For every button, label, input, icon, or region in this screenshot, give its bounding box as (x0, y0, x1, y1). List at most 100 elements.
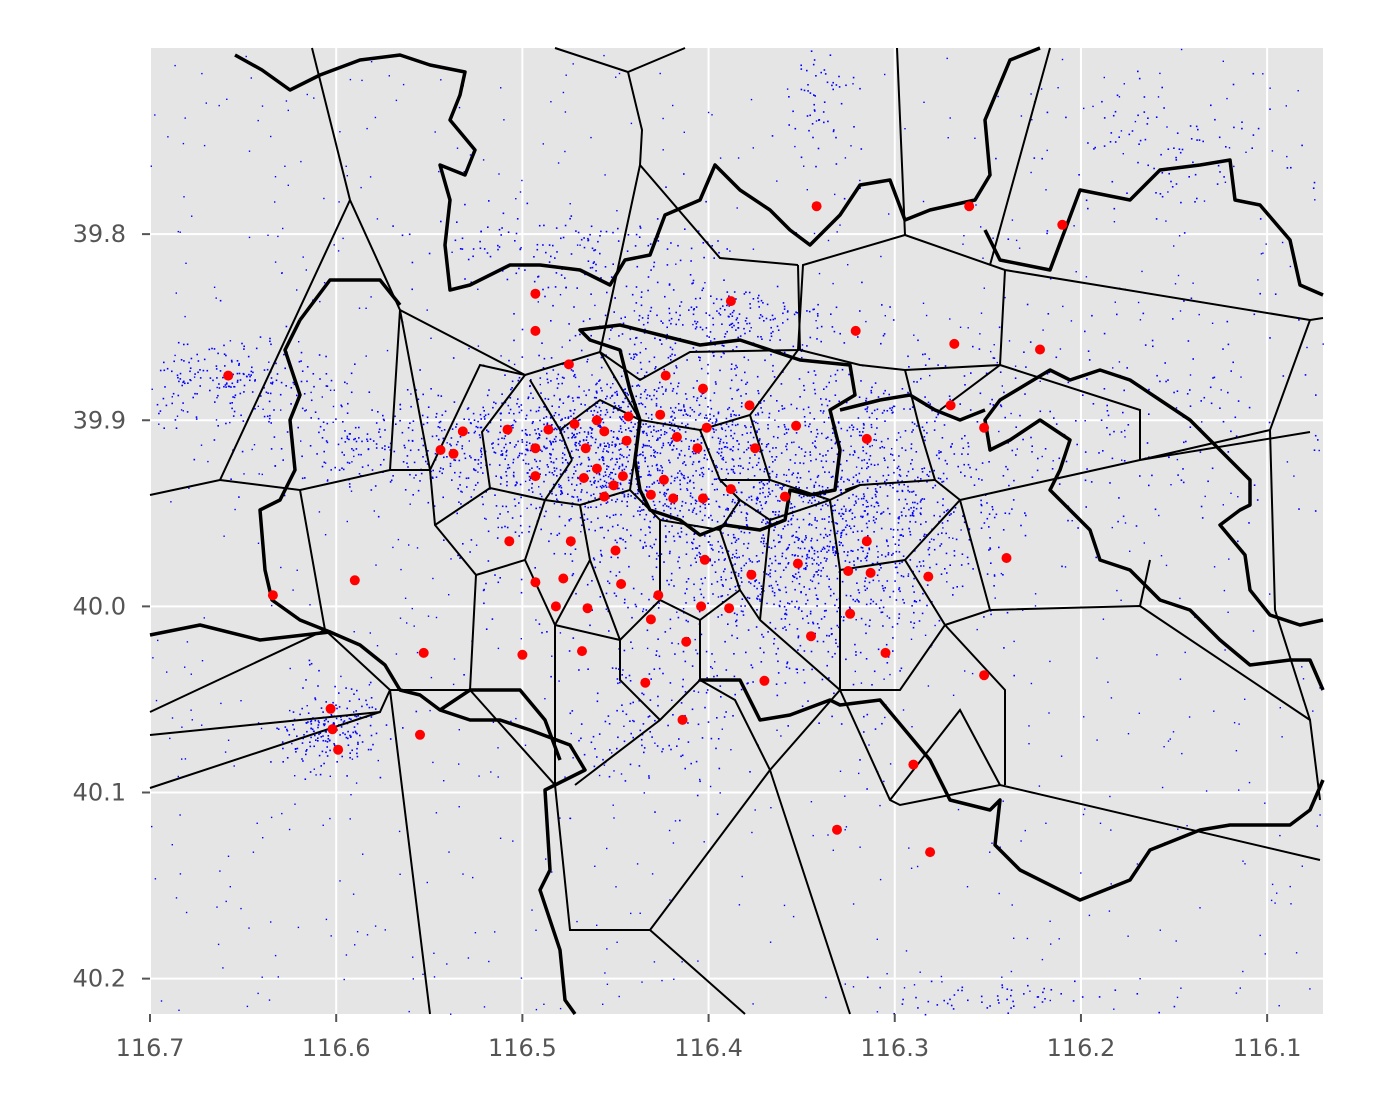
blue-point (719, 792, 721, 794)
blue-point (842, 513, 845, 515)
blue-point (972, 345, 974, 348)
blue-point (469, 455, 471, 457)
blue-point (808, 499, 811, 502)
blue-point (569, 410, 572, 412)
blue-point (838, 400, 840, 403)
blue-point (853, 564, 855, 566)
blue-point (230, 478, 232, 480)
blue-point (794, 588, 796, 591)
blue-point (1002, 529, 1005, 531)
blue-point (769, 493, 771, 495)
blue-point (787, 524, 789, 526)
blue-point (942, 480, 945, 483)
blue-point (612, 468, 615, 471)
blue-point (632, 515, 635, 518)
blue-point (564, 417, 567, 419)
blue-point (853, 504, 856, 506)
blue-point (642, 509, 645, 511)
blue-point (409, 449, 412, 452)
blue-point (779, 500, 781, 502)
blue-point (517, 440, 519, 443)
blue-point (700, 633, 703, 636)
blue-point (215, 368, 218, 370)
blue-point (687, 620, 689, 623)
blue-point (640, 393, 642, 395)
blue-point (727, 550, 730, 552)
blue-point (612, 514, 615, 516)
blue-point (639, 396, 642, 399)
blue-point (1028, 743, 1030, 745)
blue-point (309, 445, 312, 447)
blue-point (721, 458, 723, 460)
blue-point (831, 427, 834, 430)
blue-point (735, 625, 738, 627)
blue-point (737, 157, 740, 159)
blue-point (426, 463, 429, 465)
blue-point (686, 482, 689, 484)
blue-point (467, 407, 470, 409)
blue-point (819, 494, 822, 496)
blue-point (628, 353, 631, 355)
blue-point (839, 463, 842, 466)
blue-point (677, 427, 679, 429)
blue-point (587, 358, 589, 361)
blue-point (535, 460, 538, 463)
blue-point (557, 162, 560, 164)
blue-point (507, 464, 510, 466)
blue-point (190, 357, 193, 360)
blue-point (787, 310, 789, 312)
blue-point (497, 581, 500, 584)
blue-point (248, 236, 251, 239)
blue-point (852, 683, 855, 686)
blue-point (515, 444, 517, 446)
blue-point (689, 274, 692, 276)
blue-point (743, 564, 746, 567)
blue-point (629, 763, 632, 766)
blue-point (401, 431, 404, 434)
blue-point (820, 569, 823, 572)
blue-point (1029, 990, 1031, 992)
blue-point (663, 368, 665, 371)
blue-point (1175, 156, 1177, 159)
blue-point (946, 1002, 949, 1005)
blue-point (716, 580, 719, 583)
blue-point (299, 713, 301, 716)
blue-point (750, 426, 752, 428)
blue-point (409, 473, 411, 476)
blue-point (668, 744, 670, 747)
blue-point (281, 812, 283, 815)
blue-point (245, 375, 248, 378)
blue-point (715, 429, 717, 431)
blue-point (911, 406, 914, 408)
blue-point (438, 438, 440, 441)
blue-point (649, 731, 651, 733)
blue-point (790, 503, 793, 505)
blue-point (882, 334, 885, 337)
blue-point (232, 415, 235, 417)
blue-point (713, 257, 715, 259)
blue-point (768, 481, 770, 483)
blue-point (233, 396, 236, 399)
blue-point (693, 690, 695, 692)
blue-point (886, 973, 888, 975)
blue-point (536, 466, 539, 468)
blue-point (459, 557, 461, 559)
blue-point (626, 446, 629, 448)
blue-point (1139, 139, 1142, 142)
blue-point (992, 357, 995, 359)
blue-point (623, 468, 626, 471)
blue-point (564, 277, 566, 279)
blue-point (865, 397, 868, 400)
blue-point (797, 636, 800, 639)
blue-point (737, 388, 740, 391)
blue-point (635, 233, 638, 236)
blue-point (679, 259, 682, 262)
blue-point (1225, 146, 1227, 148)
blue-point (743, 293, 746, 295)
blue-point (189, 379, 191, 381)
blue-point (344, 733, 346, 736)
blue-point (621, 464, 624, 467)
blue-point (731, 634, 733, 637)
blue-point (553, 414, 555, 417)
blue-point (477, 481, 479, 484)
